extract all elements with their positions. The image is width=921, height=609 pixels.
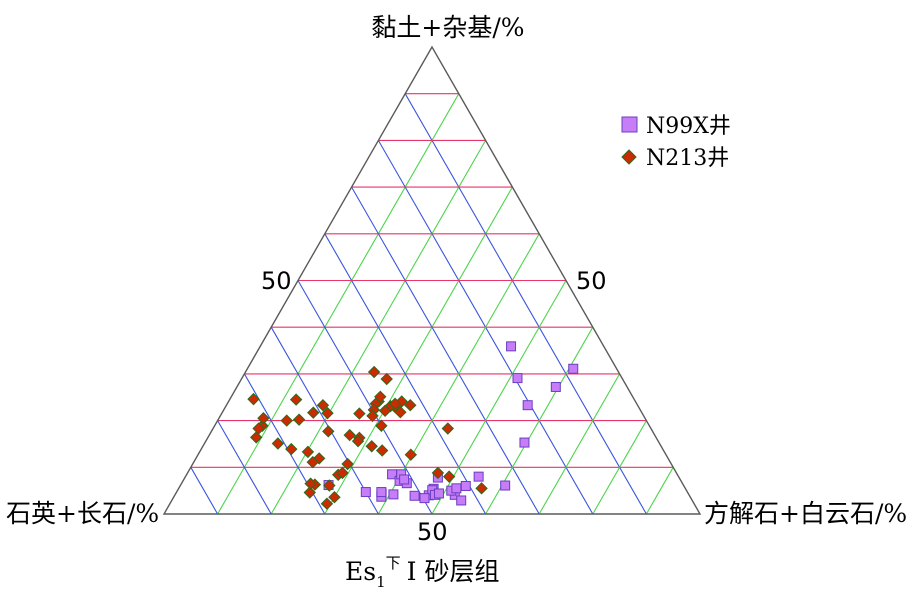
data-point-diamond-8 <box>341 457 354 471</box>
data-point-square-30 <box>568 363 579 374</box>
legend-marker-diamond <box>621 149 637 165</box>
data-point-diamond-0 <box>328 490 341 504</box>
data-point-diamond-10 <box>306 455 319 469</box>
grid-line-right-50 <box>431 280 567 515</box>
data-point-diamond-12 <box>285 442 298 456</box>
data-point-diamond-11 <box>301 445 315 459</box>
ternary-triangle-frame <box>162 45 702 515</box>
data-point-diamond-14 <box>249 431 263 444</box>
left-axis-label: 石英+长石/% <box>6 499 159 528</box>
data-point-diamond-49 <box>441 422 455 435</box>
data-point-diamond-45 <box>378 404 392 418</box>
chart-title-subscript: 1 <box>376 573 386 591</box>
chart-title: Es1下 Ⅰ 砂层组 <box>345 554 499 591</box>
data-point-diamond-2 <box>303 486 316 499</box>
data-point-diamond-33 <box>442 470 456 483</box>
right-axis-label: 方解石+白云石/% <box>704 499 907 528</box>
data-point-square-31 <box>506 341 517 352</box>
data-point-square-22 <box>451 483 462 494</box>
data-point-square-5 <box>360 487 371 498</box>
data-point-square-29 <box>550 381 561 392</box>
data-point-square-25 <box>500 480 511 491</box>
data-point-square-11 <box>399 474 410 485</box>
data-point-diamond-19 <box>289 393 303 406</box>
legend-marker-square <box>621 116 638 133</box>
data-point-square-28 <box>512 373 523 384</box>
grid-line-left-30 <box>351 186 540 515</box>
data-point-square-23 <box>460 480 471 491</box>
data-point-diamond-44 <box>388 397 402 410</box>
chart-title-superscript: 下 <box>386 554 401 572</box>
grid-line-right-70 <box>538 373 621 515</box>
data-point-diamond-30 <box>375 444 389 457</box>
data-point-square-4 <box>376 487 387 498</box>
grid-line-left-90 <box>190 467 219 515</box>
data-point-diamond-21 <box>307 406 320 419</box>
data-point-diamond-24 <box>280 414 293 427</box>
left-edge-tick-label: 50 <box>261 267 292 295</box>
data-point-diamond-23 <box>292 413 306 426</box>
data-point-diamond-22 <box>321 406 334 420</box>
data-point-diamond-34 <box>475 482 488 495</box>
data-point-square-16 <box>409 490 420 501</box>
data-point-diamond-13 <box>271 437 285 450</box>
grid-line-right-80 <box>592 420 647 515</box>
legend: N99X井 N213井 <box>621 114 731 171</box>
data-point-diamond-17 <box>257 412 270 425</box>
data-point-diamond-5 <box>323 479 336 492</box>
grid-line-left-50 <box>297 280 433 515</box>
right-edge-tick-label: 50 <box>576 267 607 295</box>
data-point-diamond-4 <box>304 477 317 490</box>
data-point-diamond-28 <box>351 434 365 448</box>
data-point-diamond-47 <box>367 365 381 379</box>
ternary-grid <box>190 93 674 515</box>
data-point-diamond-1 <box>320 497 334 510</box>
data-point-diamond-16 <box>252 422 265 435</box>
data-point-diamond-29 <box>365 440 378 453</box>
data-point-square-26 <box>519 437 530 448</box>
data-point-square-1 <box>388 489 399 500</box>
data-point-diamond-35 <box>375 419 388 432</box>
top-axis-label: 黏土+杂基/% <box>371 13 524 42</box>
grid-line-left-60 <box>270 326 379 515</box>
data-point-square-24 <box>473 471 484 482</box>
data-point-square-19 <box>433 488 444 499</box>
data-point-square-17 <box>456 495 467 506</box>
bottom-edge-tick-label: 50 <box>417 518 448 546</box>
data-points <box>247 341 579 510</box>
data-point-diamond-48 <box>380 372 393 386</box>
data-point-square-15 <box>419 493 430 504</box>
data-point-diamond-32 <box>431 466 445 480</box>
data-point-diamond-42 <box>353 407 366 420</box>
chart-title-rest: Ⅰ 砂层组 <box>407 557 500 586</box>
grid-line-right-90 <box>645 467 674 515</box>
data-point-diamond-43 <box>374 390 387 403</box>
data-point-diamond-39 <box>394 405 407 419</box>
data-point-diamond-7 <box>336 466 349 480</box>
data-point-square-27 <box>522 400 533 411</box>
data-point-diamond-18 <box>247 392 260 406</box>
legend-label-n213: N213井 <box>646 146 729 171</box>
grid-line-left-10 <box>404 93 647 515</box>
data-point-diamond-20 <box>316 398 330 412</box>
data-point-diamond-31 <box>404 448 418 461</box>
legend-label-n99x: N99X井 <box>646 114 731 139</box>
data-point-diamond-26 <box>343 428 356 442</box>
data-point-diamond-46 <box>404 398 417 412</box>
grid-line-right-30 <box>324 186 513 515</box>
grid-line-left-80 <box>217 420 272 515</box>
chart-title-main: Es <box>345 557 376 586</box>
grid-line-right-10 <box>217 93 460 515</box>
data-point-diamond-51 <box>366 409 379 423</box>
data-point-diamond-25 <box>322 425 335 438</box>
